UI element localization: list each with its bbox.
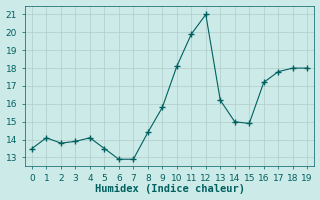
- X-axis label: Humidex (Indice chaleur): Humidex (Indice chaleur): [95, 184, 244, 194]
